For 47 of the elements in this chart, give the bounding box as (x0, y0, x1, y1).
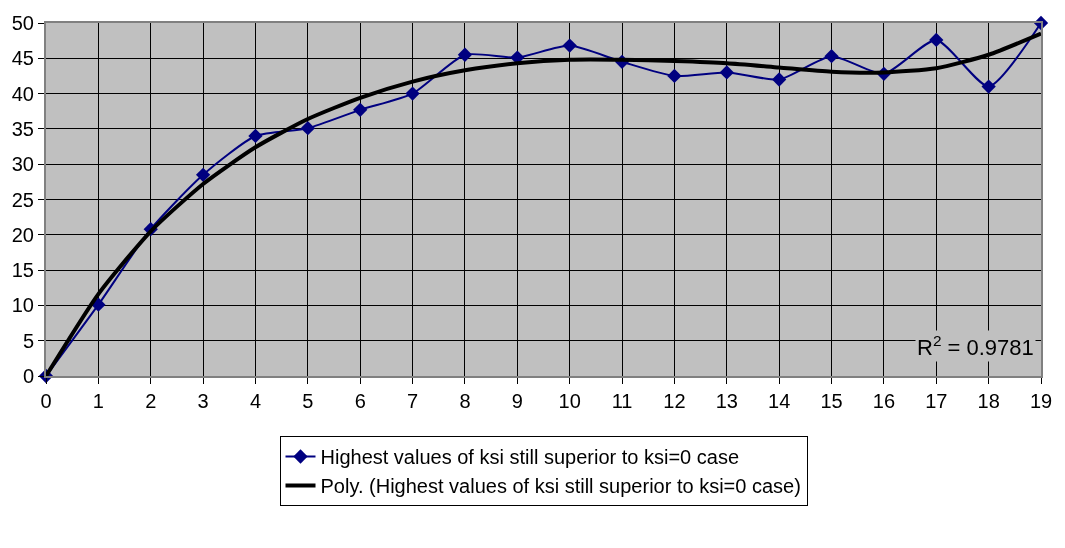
x-tick-label: 0 (40, 390, 52, 412)
x-tick-label: 12 (663, 390, 686, 412)
point (562, 38, 577, 53)
annotation: R$^{2}$ = 0.9781 (917, 332, 1034, 361)
y-tick-label: 40 (11, 82, 34, 105)
y-tick-label: 35 (11, 117, 34, 140)
point (457, 47, 473, 62)
point (719, 65, 734, 80)
x-tick-label: 14 (768, 390, 791, 412)
y-tick-label: 30 (11, 153, 34, 176)
y-tick-label: 50 (11, 12, 34, 34)
x-tick-label: 18 (977, 390, 1000, 412)
x-tick-label: 4 (249, 390, 262, 412)
point (300, 121, 315, 136)
point (248, 128, 263, 144)
point (195, 167, 211, 182)
x-tick-label: 17 (925, 390, 948, 412)
x-tick-label: 1 (92, 390, 104, 412)
x-tick-label: 5 (302, 390, 314, 412)
y-tick-label: 15 (11, 259, 34, 282)
x-tick-label: 9 (511, 390, 523, 412)
y-tick-label: 10 (11, 294, 34, 317)
point (405, 86, 420, 101)
point (667, 68, 682, 84)
x-tick-label: 6 (354, 390, 366, 412)
y-tick-label: 25 (11, 188, 34, 211)
point (353, 102, 368, 117)
y-tick-label: 5 (22, 329, 34, 352)
point (981, 79, 996, 94)
legend-label: Highest values of ksi still superior to ksi=0 case (320, 446, 740, 469)
x-tick-label: 10 (558, 390, 581, 412)
x-tick-label: 8 (459, 390, 471, 412)
legend-label: Poly. (Highest values of ksi still superior to ksi=0 case) (320, 475, 801, 498)
x-tick-label: 19 (1029, 390, 1053, 412)
y-tick-label: 45 (11, 47, 34, 70)
y-tick-label: 20 (11, 223, 34, 246)
x-tick-label: 13 (715, 390, 738, 412)
point (772, 72, 787, 87)
point (929, 32, 944, 48)
point (824, 49, 839, 64)
x-tick-label: 16 (872, 390, 896, 412)
y-tick-label: 0 (22, 365, 34, 387)
x-tick-label: 3 (197, 390, 209, 412)
x-tick-label: 11 (611, 390, 633, 412)
x-tick-label: 7 (407, 390, 419, 412)
x-tick-label: 15 (820, 390, 843, 412)
x-tick-label: 2 (145, 390, 157, 412)
